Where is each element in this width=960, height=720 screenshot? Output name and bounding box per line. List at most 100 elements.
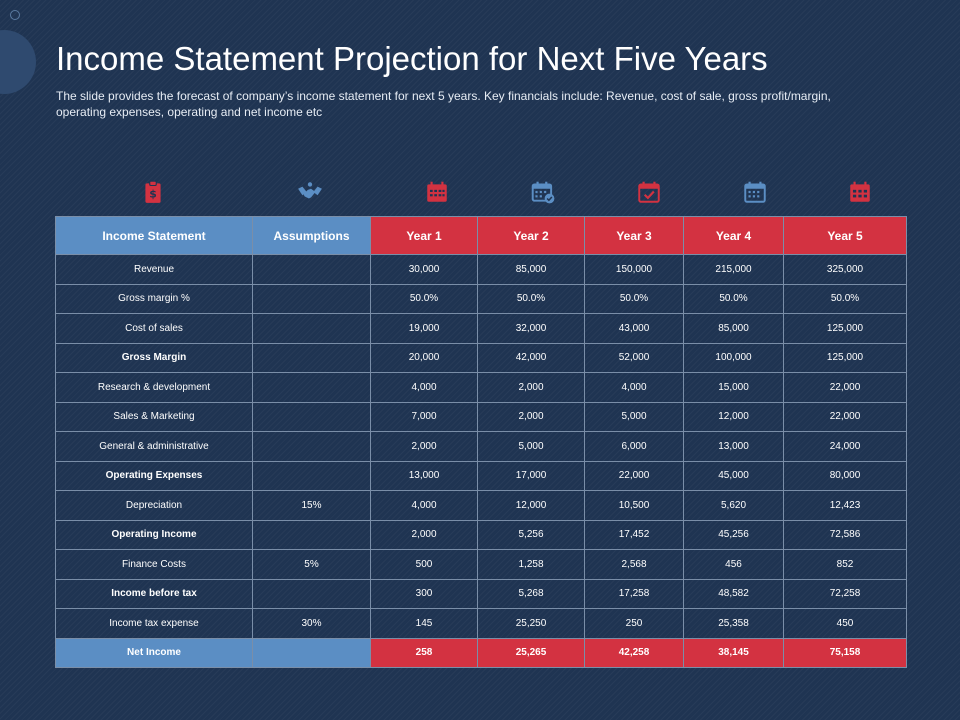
value-cell: 1,258 <box>477 549 585 580</box>
table-row: Gross Margin 20,000 42,000 52,000 100,00… <box>55 342 907 373</box>
value-cell: 100,000 <box>683 342 784 373</box>
value-cell: 5,000 <box>477 431 585 462</box>
value-cell: 25,250 <box>477 608 585 639</box>
value-cell: 852 <box>783 549 907 580</box>
assumption-cell <box>252 283 371 314</box>
header-income-statement: Income Statement <box>55 216 253 255</box>
value-cell: 145 <box>370 608 478 639</box>
column-icon-row: $ <box>55 178 905 210</box>
value-cell: 20,000 <box>370 342 478 373</box>
value-cell: 10,500 <box>584 490 684 521</box>
value-cell: 300 <box>370 578 478 609</box>
value-cell: 22,000 <box>783 401 907 432</box>
calendar-list-icon <box>741 178 769 206</box>
table-row: Gross margin % 50.0% 50.0% 50.0% 50.0% 5… <box>55 283 907 314</box>
value-cell: 5,256 <box>477 519 585 550</box>
assumption-cell <box>252 372 371 403</box>
table-row: Operating Expenses 13,000 17,000 22,000 … <box>55 460 907 491</box>
assumption-cell <box>252 460 371 491</box>
value-cell: 150,000 <box>584 254 684 285</box>
value-cell: 22,000 <box>584 460 684 491</box>
value-cell: 450 <box>783 608 907 639</box>
value-cell: 5,620 <box>683 490 784 521</box>
value-cell: 72,258 <box>783 578 907 609</box>
assumption-cell <box>252 313 371 344</box>
table-row: Operating Income 2,000 5,256 17,452 45,2… <box>55 519 907 550</box>
value-cell: 215,000 <box>683 254 784 285</box>
row-label: General & administrative <box>55 431 253 462</box>
value-cell: 12,423 <box>783 490 907 521</box>
value-cell: 22,000 <box>783 372 907 403</box>
row-label: Income tax expense <box>55 608 253 639</box>
value-cell: 85,000 <box>477 254 585 285</box>
row-label: Operating Expenses <box>55 460 253 491</box>
value-cell: 4,000 <box>370 372 478 403</box>
decorative-ring <box>10 10 20 20</box>
header-year-4: Year 4 <box>683 216 784 255</box>
value-cell: 80,000 <box>783 460 907 491</box>
assumption-cell <box>252 342 371 373</box>
value-cell: 7,000 <box>370 401 478 432</box>
net-income-assumption <box>252 637 371 668</box>
value-cell: 48,582 <box>683 578 784 609</box>
calendar-icon <box>846 178 874 206</box>
value-cell: 50.0% <box>683 283 784 314</box>
row-label: Cost of sales <box>55 313 253 344</box>
value-cell: 250 <box>584 608 684 639</box>
value-cell: 52,000 <box>584 342 684 373</box>
value-cell: 19,000 <box>370 313 478 344</box>
table-row: Income before tax 300 5,268 17,258 48,58… <box>55 578 907 609</box>
assumption-cell: 5% <box>252 549 371 580</box>
table-row: Depreciation 15% 4,000 12,000 10,500 5,6… <box>55 490 907 521</box>
svg-text:$: $ <box>149 187 157 200</box>
net-income-year-1: 258 <box>370 637 478 668</box>
handshake-icon <box>296 178 324 206</box>
value-cell: 17,452 <box>584 519 684 550</box>
row-label: Income before tax <box>55 578 253 609</box>
value-cell: 12,000 <box>477 490 585 521</box>
slide-subtitle: The slide provides the forecast of compa… <box>56 89 831 119</box>
value-cell: 45,000 <box>683 460 784 491</box>
net-income-year-5: 75,158 <box>783 637 907 668</box>
net-income-year-2: 25,265 <box>477 637 585 668</box>
assumption-cell: 30% <box>252 608 371 639</box>
net-income-year-4: 38,145 <box>683 637 784 668</box>
income-statement-table: Income Statement Assumptions Year 1 Year… <box>55 216 907 668</box>
decorative-circle <box>0 30 36 94</box>
value-cell: 2,000 <box>370 519 478 550</box>
row-label: Gross margin % <box>55 283 253 314</box>
value-cell: 50.0% <box>477 283 585 314</box>
value-cell: 45,256 <box>683 519 784 550</box>
value-cell: 500 <box>370 549 478 580</box>
row-label: Sales & Marketing <box>55 401 253 432</box>
value-cell: 30,000 <box>370 254 478 285</box>
value-cell: 50.0% <box>783 283 907 314</box>
value-cell: 2,000 <box>477 401 585 432</box>
value-cell: 13,000 <box>370 460 478 491</box>
value-cell: 125,000 <box>783 342 907 373</box>
header-year-1: Year 1 <box>370 216 478 255</box>
value-cell: 2,568 <box>584 549 684 580</box>
net-income-row: Net Income 258 25,265 42,258 38,145 75,1… <box>55 637 907 668</box>
value-cell: 2,000 <box>370 431 478 462</box>
value-cell: 72,586 <box>783 519 907 550</box>
calendar-tick-icon <box>635 178 663 206</box>
net-income-year-3: 42,258 <box>584 637 684 668</box>
value-cell: 13,000 <box>683 431 784 462</box>
value-cell: 325,000 <box>783 254 907 285</box>
table-row: Cost of sales 19,000 32,000 43,000 85,00… <box>55 313 907 344</box>
header-year-5: Year 5 <box>783 216 907 255</box>
value-cell: 5,268 <box>477 578 585 609</box>
value-cell: 85,000 <box>683 313 784 344</box>
assumption-cell: 15% <box>252 490 371 521</box>
value-cell: 4,000 <box>584 372 684 403</box>
header-assumptions: Assumptions <box>252 216 371 255</box>
table-row: Sales & Marketing 7,000 2,000 5,000 12,0… <box>55 401 907 432</box>
value-cell: 15,000 <box>683 372 784 403</box>
value-cell: 5,000 <box>584 401 684 432</box>
value-cell: 12,000 <box>683 401 784 432</box>
table-row: Finance Costs 5% 500 1,258 2,568 456 852 <box>55 549 907 580</box>
net-income-label: Net Income <box>55 637 253 668</box>
header-year-2: Year 2 <box>477 216 585 255</box>
assumption-cell <box>252 254 371 285</box>
